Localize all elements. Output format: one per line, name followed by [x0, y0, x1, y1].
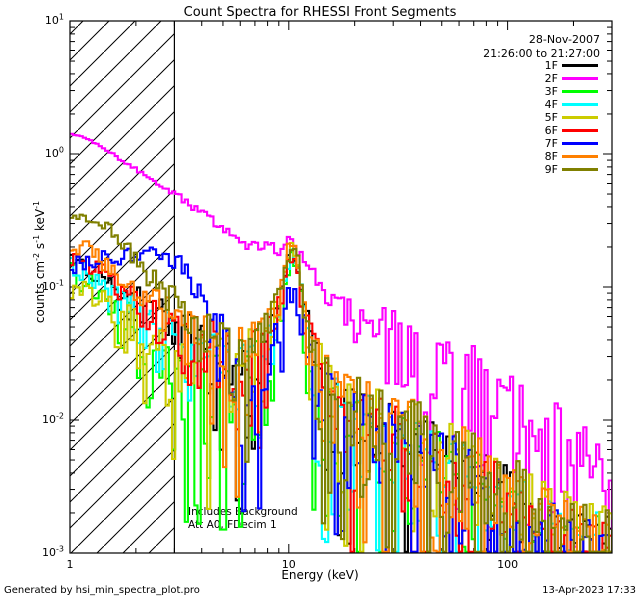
x-tick-label: 1: [66, 558, 74, 571]
legend-swatch: [562, 64, 598, 67]
legend-label: 2F: [544, 72, 558, 85]
legend-item-8f[interactable]: 8F: [492, 150, 602, 163]
legend-item-1f[interactable]: 1F: [492, 59, 602, 72]
legend-item-9f[interactable]: 9F: [492, 163, 602, 176]
data-series-group: [70, 132, 612, 553]
legend-swatch: [562, 116, 598, 119]
legend-swatch: [562, 155, 598, 158]
legend-swatch: [562, 103, 598, 106]
legend-label: 8F: [544, 150, 558, 163]
legend-item-3f[interactable]: 3F: [492, 85, 602, 98]
legend-label: 9F: [544, 163, 558, 176]
legend-label: 3F: [544, 85, 558, 98]
page-title: Count Spectra for RHESSI Front Segments: [183, 5, 457, 20]
series-line-7f: [70, 246, 612, 553]
footer-generator: Generated by hsi_min_spectra_plot.pro: [4, 585, 200, 596]
legend-swatch: [562, 168, 598, 171]
y-tick-label: 10-2: [42, 411, 64, 426]
legend-label: 4F: [544, 98, 558, 111]
legend-swatch: [562, 90, 598, 93]
observation-date: 28-Nov-2007: [528, 33, 600, 46]
legend-label: 7F: [544, 137, 558, 150]
x-axis-label: Energy (keV): [281, 568, 359, 582]
legend-item-5f[interactable]: 5F: [492, 111, 602, 124]
y-tick-label: 100: [44, 145, 64, 160]
legend-swatch: [562, 77, 598, 80]
series-line-9f: [70, 213, 612, 553]
footer-timestamp: 13-Apr-2023 17:33: [542, 585, 636, 596]
legend-swatch: [562, 129, 598, 132]
legend-item-7f[interactable]: 7F: [492, 137, 602, 150]
y-tick-label: 10-1: [42, 278, 64, 293]
legend-item-4f[interactable]: 4F: [492, 98, 602, 111]
y-tick-label: 10-3: [42, 544, 64, 559]
observation-time-range: 21:26:00 to 21:27:00: [483, 47, 600, 60]
legend-label: 6F: [544, 124, 558, 137]
y-tick-label: 101: [44, 12, 64, 27]
x-tick-label: 10: [281, 558, 296, 571]
axis-ticks: [69, 20, 613, 554]
plot-frame: [69, 20, 613, 554]
legend-label: 1F: [544, 59, 558, 72]
x-tick-label: 100: [497, 558, 519, 571]
series-line-2f: [70, 132, 612, 553]
legend-item-2f[interactable]: 2F: [492, 72, 602, 85]
legend-swatch: [562, 142, 598, 145]
legend-item-6f[interactable]: 6F: [492, 124, 602, 137]
legend-label: 5F: [544, 111, 558, 124]
